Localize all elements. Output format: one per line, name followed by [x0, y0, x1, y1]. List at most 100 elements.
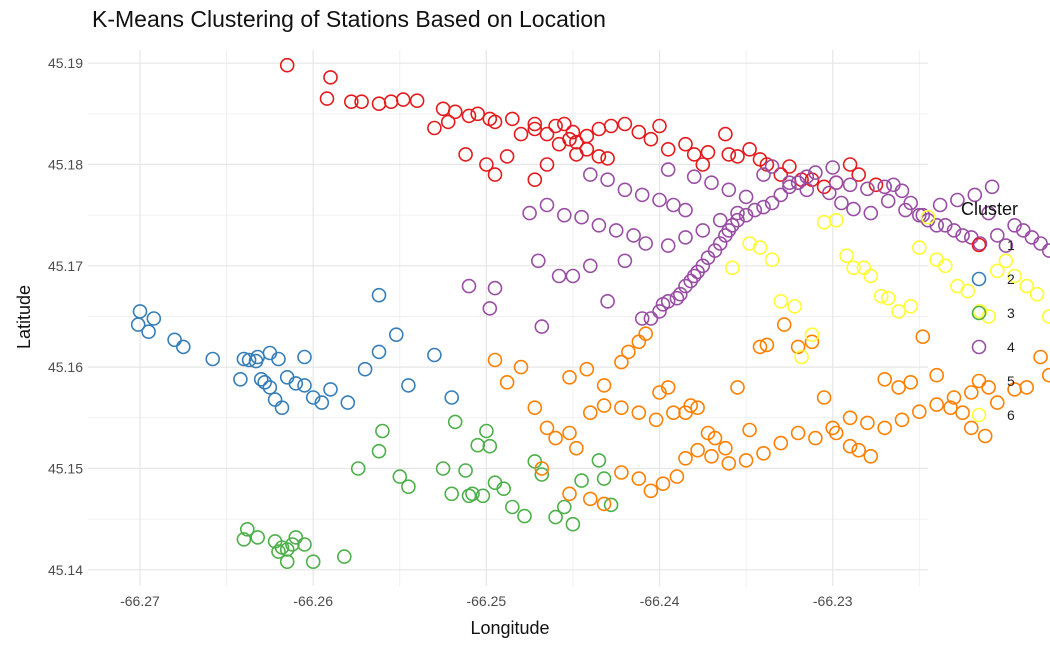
y-tick-label: 45.17 [48, 258, 83, 274]
data-point-cluster-5 [683, 398, 699, 413]
data-point-cluster-4 [730, 212, 745, 228]
data-point-cluster-1 [427, 120, 442, 136]
data-point-cluster-5 [631, 334, 647, 350]
data-point-cluster-1 [718, 126, 733, 142]
data-point-cluster-5 [752, 339, 768, 355]
data-point-cluster-5 [1041, 367, 1050, 383]
data-point-cluster-4 [652, 304, 667, 319]
data-point-cluster-3 [556, 499, 572, 515]
data-point-cluster-3 [591, 453, 607, 468]
data-point-cluster-3 [288, 530, 304, 545]
data-point-cluster-1 [631, 124, 647, 140]
data-point-cluster-5 [631, 405, 647, 421]
data-point-cluster-5 [690, 400, 705, 416]
data-point-cluster-2 [314, 395, 330, 410]
y-tick-label: 45.14 [48, 562, 83, 578]
data-point-cluster-2 [141, 324, 156, 340]
data-point-cluster-3 [375, 423, 390, 439]
data-point-cluster-4 [730, 205, 745, 221]
data-point-cluster-6 [839, 248, 854, 263]
legend-title: Cluster [961, 199, 1018, 219]
data-point-cluster-3 [603, 497, 619, 513]
data-point-cluster-5 [582, 405, 598, 421]
data-point-cluster-3 [465, 486, 480, 502]
data-point-cluster-5 [981, 380, 996, 395]
data-point-cluster-5 [690, 442, 705, 458]
data-point-cluster-3 [504, 499, 520, 515]
grid-lines [88, 50, 928, 586]
data-point-cluster-6 [891, 304, 906, 319]
data-point-cluster-5 [562, 486, 577, 502]
data-point-cluster-5 [773, 435, 789, 451]
data-point-cluster-4 [660, 238, 676, 253]
data-point-cluster-1 [782, 159, 797, 174]
data-point-cluster-1 [487, 167, 503, 182]
data-point-cluster-4 [756, 199, 771, 215]
data-point-cluster-5 [742, 422, 757, 438]
data-point-cluster-4 [877, 179, 893, 195]
data-point-cluster-1 [730, 149, 745, 164]
data-point-cluster-3 [534, 467, 550, 482]
data-point-cluster-4 [712, 212, 728, 228]
data-point-cluster-6 [752, 240, 768, 255]
data-point-cluster-1 [721, 147, 737, 162]
data-point-cluster-4 [880, 193, 896, 209]
data-point-cluster-2 [357, 361, 373, 377]
data-point-cluster-4 [1041, 243, 1050, 258]
data-point-cluster-4 [551, 268, 567, 284]
data-point-cluster-5 [877, 371, 893, 387]
data-point-cluster-5 [977, 428, 993, 444]
data-point-cluster-4 [487, 280, 503, 296]
data-point-cluster-5 [1033, 349, 1048, 365]
data-point-cluster-1 [470, 106, 486, 122]
data-point-cluster-4 [643, 311, 659, 326]
data-point-cluster-5 [963, 420, 979, 436]
data-point-cluster-3 [461, 488, 477, 504]
data-point-cluster-1 [513, 126, 529, 142]
data-point-cluster-1 [447, 104, 463, 120]
data-point-cluster-1 [551, 136, 567, 152]
data-point-cluster-3 [496, 481, 512, 497]
data-point-cluster-2 [401, 378, 416, 393]
data-point-cluster-5 [614, 465, 629, 480]
data-point-cluster-1 [279, 57, 295, 73]
data-point-cluster-4 [626, 228, 641, 243]
data-point-cluster-3 [482, 438, 498, 454]
data-point-cluster-1 [409, 93, 425, 108]
data-point-cluster-4 [695, 258, 711, 274]
data-point-cluster-4 [937, 218, 953, 233]
data-point-cluster-5 [596, 378, 612, 393]
data-point-cluster-4 [617, 253, 633, 269]
data-point-cluster-4 [842, 177, 858, 193]
data-point-cluster-2 [233, 371, 248, 387]
data-point-cluster-4 [989, 228, 1005, 243]
data-point-cluster-1 [395, 92, 411, 107]
data-point-cluster-1 [527, 172, 543, 187]
legend-key-cluster-6 [971, 407, 987, 423]
data-point-cluster-2 [279, 369, 295, 385]
data-point-cluster-5 [631, 471, 647, 486]
data-point-cluster-4 [998, 238, 1014, 253]
data-point-cluster-4 [704, 175, 719, 190]
data-point-cluster-1 [479, 157, 494, 172]
data-point-cluster-1 [539, 126, 555, 142]
data-point-cluster-2 [271, 351, 286, 367]
data-point-cluster-6 [724, 260, 740, 276]
data-point-cluster-1 [565, 124, 581, 140]
data-point-cluster-2 [267, 392, 283, 407]
data-point-cluster-3 [479, 423, 494, 439]
x-axis-title: Longitude [470, 618, 549, 638]
data-point-cluster-4 [1007, 218, 1022, 233]
data-point-cluster-5 [614, 400, 629, 416]
data-point-cluster-5 [963, 385, 979, 400]
y-axis-title: Latitude [14, 285, 34, 349]
data-point-cluster-6 [764, 252, 780, 268]
data-point-cluster-5 [655, 476, 671, 492]
data-point-cluster-4 [738, 207, 754, 223]
data-point-cluster-5 [929, 367, 945, 383]
data-point-cluster-6 [1007, 268, 1022, 284]
data-point-cluster-1 [686, 147, 702, 162]
data-point-cluster-5 [842, 438, 858, 454]
data-point-cluster-4 [591, 218, 607, 233]
chart-title: K-Means Clustering of Stations Based on … [92, 6, 606, 32]
